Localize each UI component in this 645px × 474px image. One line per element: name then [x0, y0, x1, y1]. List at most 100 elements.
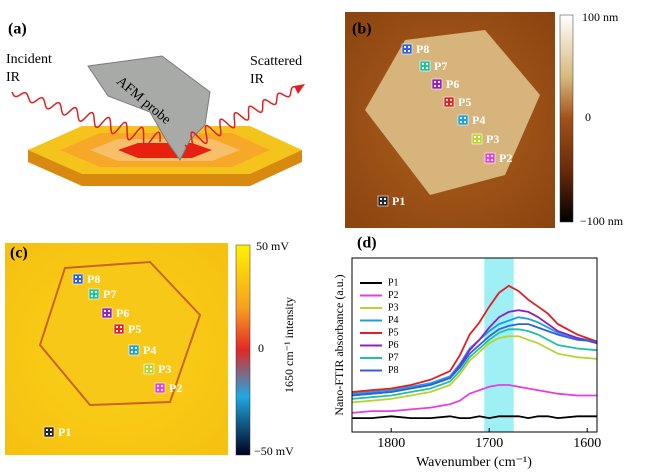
marker-dot	[160, 384, 164, 388]
marker-dot	[156, 384, 160, 388]
series-line	[351, 316, 598, 395]
point-marker	[457, 114, 469, 126]
scattered-label: Scattered	[250, 54, 302, 69]
colorbar-label: 0	[258, 341, 264, 355]
marker-dot	[459, 116, 463, 120]
legend-label: P3	[388, 302, 399, 313]
marker-dot	[383, 197, 387, 201]
point-label: P6	[116, 306, 129, 320]
colorbar-title: 1650 cm⁻¹ intensity	[282, 297, 296, 393]
panel-label: (c)	[10, 245, 28, 262]
panel-label: (b)	[352, 21, 372, 38]
marker-dot	[449, 102, 453, 106]
sample-center	[118, 143, 212, 158]
panel-label: (d)	[357, 235, 377, 252]
marker-dot	[107, 313, 111, 317]
marker-dot	[107, 309, 111, 313]
colorbar-label: −50 mV	[254, 444, 294, 458]
panel-a: (a) Incident IR Scattered IR AFM probe	[6, 21, 305, 186]
y-axis-label: Nano-FTIR absorbance (a.u.)	[332, 274, 346, 415]
marker-dot	[490, 154, 494, 158]
point-marker	[72, 273, 84, 285]
point-label: P2	[169, 381, 182, 395]
marker-dot	[94, 290, 98, 294]
legend-label: P8	[388, 365, 399, 376]
marker-dot	[459, 120, 463, 124]
legend-label: P1	[388, 277, 399, 288]
marker-dot	[103, 309, 107, 313]
marker-dot	[115, 329, 119, 333]
marker-dot	[486, 158, 490, 162]
legend-label: P7	[388, 352, 399, 363]
flake	[365, 30, 540, 195]
marker-dot	[403, 49, 407, 53]
colorbar	[559, 14, 574, 223]
colorbar-label: 0	[585, 110, 591, 124]
point-label: P4	[143, 343, 156, 357]
legend-label: P5	[388, 327, 399, 338]
point-label: P5	[128, 322, 141, 336]
marker-dot	[379, 197, 383, 201]
panel-label: (a)	[8, 21, 27, 38]
marker-dot	[433, 80, 437, 84]
marker-dot	[145, 365, 149, 369]
x-tick-label: 1700	[475, 436, 503, 451]
incident-label: IR	[6, 70, 21, 85]
marker-dot	[383, 201, 387, 205]
point-marker	[101, 307, 113, 319]
afm-probe	[87, 55, 211, 161]
marker-dot	[449, 98, 453, 102]
marker-dot	[421, 62, 425, 66]
marker-dot	[119, 329, 123, 333]
marker-dot	[473, 135, 477, 139]
point-marker	[419, 60, 431, 72]
point-marker	[431, 78, 443, 90]
marker-dot	[49, 428, 53, 432]
marker-dot	[477, 135, 481, 139]
marker-dot	[445, 102, 449, 106]
point-marker	[88, 288, 100, 300]
scattered-wave	[184, 86, 299, 152]
marker-dot	[156, 388, 160, 392]
colorbar-label: −100 nm	[580, 214, 624, 228]
colorbar-label: 50 mV	[256, 239, 289, 253]
point-label: P6	[446, 77, 459, 91]
point-marker	[484, 152, 496, 164]
series-line	[351, 335, 598, 404]
marker-dot	[134, 350, 138, 354]
marker-dot	[421, 66, 425, 70]
series-line	[352, 415, 597, 420]
incident-label: Incident	[6, 52, 52, 67]
marker-dot	[463, 120, 467, 124]
point-label: P3	[486, 132, 499, 146]
x-tick-label: 1600	[573, 436, 601, 451]
point-marker	[128, 344, 140, 356]
marker-dot	[425, 62, 429, 66]
marker-dot	[433, 84, 437, 88]
point-marker	[377, 195, 389, 207]
marker-dot	[403, 45, 407, 49]
marker-dot	[90, 294, 94, 298]
series-line	[351, 323, 598, 397]
point-marker	[143, 363, 155, 375]
marker-dot	[407, 49, 411, 53]
marker-dot	[437, 80, 441, 84]
marker-dot	[379, 201, 383, 205]
panel-d: (d) Nano-FTIR absorbance (a.u.) Wavenumb…	[332, 235, 601, 471]
marker-dot	[119, 325, 123, 329]
marker-dot	[94, 294, 98, 298]
marker-dot	[134, 346, 138, 350]
legend-label: P4	[388, 315, 399, 326]
x-tick-label: 1800	[377, 436, 405, 451]
arrow-head	[294, 84, 305, 94]
marker-dot	[78, 279, 82, 283]
series-line	[351, 284, 598, 393]
marker-dot	[425, 66, 429, 70]
marker-dot	[490, 158, 494, 162]
marker-dot	[78, 275, 82, 279]
marker-dot	[477, 139, 481, 143]
point-label: P8	[416, 42, 429, 56]
point-label: P8	[87, 272, 100, 286]
